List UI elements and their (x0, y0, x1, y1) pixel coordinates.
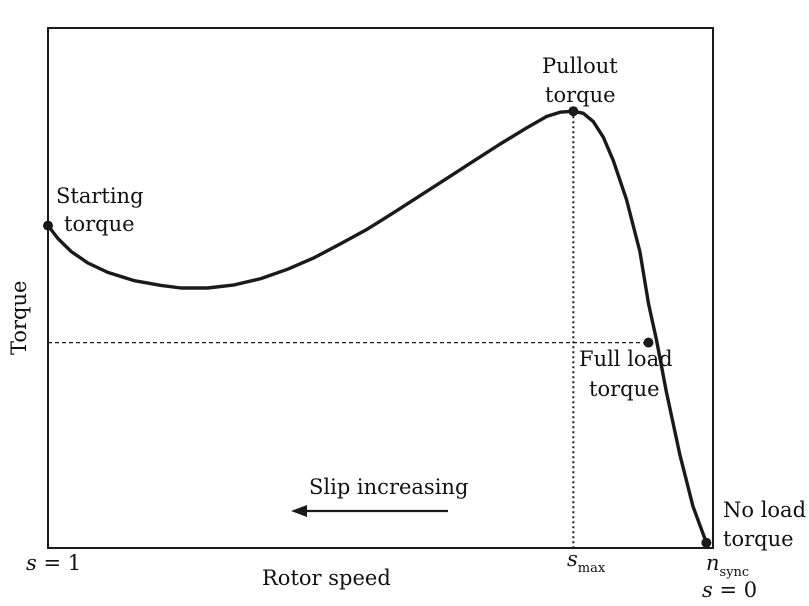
slip-increasing-label: Slip increasing (309, 475, 468, 499)
fullload-torque-point (643, 337, 654, 348)
pullout-torque-label-line1: Pullout (542, 54, 618, 78)
full-load-torque-label-line1: Full load (579, 347, 673, 371)
x-axis-label: Rotor speed (262, 566, 391, 590)
x-tick-s-max: smax (567, 547, 606, 576)
starting-torque-point (43, 220, 53, 231)
slip-arrow-head-icon (291, 505, 307, 517)
x-tick-s-equals-1: s = 1 (26, 551, 81, 575)
plot-frame (47, 27, 714, 549)
no-load-torque-label-line2: torque (723, 527, 794, 551)
x-tick-n-sync: nsync (706, 551, 749, 580)
x-tick-s-equals-0: s = 0 (702, 578, 757, 602)
pullout-torque-label-line2: torque (545, 83, 616, 107)
starting-torque-label-line2: torque (64, 212, 135, 236)
starting-torque-label-line1: Starting (56, 184, 144, 208)
noload-torque-point (701, 537, 712, 548)
full-load-torque-label-line2: torque (589, 377, 660, 401)
pullout-torque-point (568, 106, 579, 117)
no-load-torque-label-line1: No load (723, 498, 806, 522)
y-axis-label: Torque (7, 281, 31, 355)
torque-curve (46, 109, 709, 545)
